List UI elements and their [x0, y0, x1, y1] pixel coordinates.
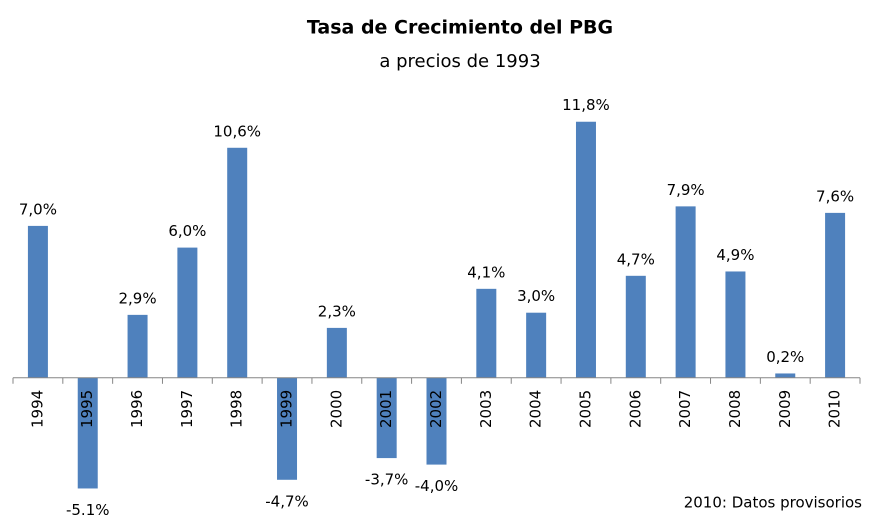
value-label: 0,2% [766, 348, 804, 366]
bar [575, 121, 596, 378]
bar [426, 377, 447, 465]
x-tick-label: 2006 [626, 390, 644, 428]
bar [227, 147, 248, 378]
x-tick-label: 1999 [278, 390, 296, 428]
bar [526, 312, 547, 378]
bar [775, 373, 796, 378]
value-label: 6,0% [168, 222, 206, 240]
bar [127, 314, 148, 378]
x-tick-label: 2001 [377, 390, 395, 428]
x-tick-label: 2000 [327, 390, 345, 428]
x-tick-label: 2008 [726, 390, 744, 428]
x-tick-label: 1995 [78, 390, 96, 428]
x-tick-label: 1997 [178, 390, 196, 428]
value-label: 11,8% [562, 96, 610, 114]
x-tick-label: 1994 [28, 390, 46, 428]
bar [476, 288, 497, 378]
bar [825, 212, 846, 378]
value-label: -3,7% [365, 471, 409, 489]
bar [277, 377, 298, 480]
value-label: 4,1% [467, 263, 505, 281]
bar [725, 271, 746, 378]
x-tick-label: 1998 [228, 390, 246, 428]
x-tick-label: 2007 [676, 390, 694, 428]
value-label: 7,9% [667, 181, 705, 199]
chart-subtitle: a precios de 1993 [379, 51, 540, 72]
value-label: 10,6% [213, 122, 261, 140]
bar [177, 247, 198, 378]
x-tick-label: 2005 [576, 390, 594, 428]
bar [326, 327, 347, 378]
annotation: 2010: Datos provisorios [684, 494, 862, 512]
value-label: 4,9% [716, 246, 754, 264]
value-label: 7,0% [19, 200, 57, 218]
value-label: 7,6% [816, 187, 854, 205]
x-tick-label: 2002 [427, 390, 445, 428]
value-label: 2,3% [318, 302, 356, 320]
bar [27, 225, 48, 378]
x-tick-label: 2010 [826, 390, 844, 428]
bar [625, 275, 646, 378]
value-label: 3,0% [517, 287, 555, 305]
x-tick-label: 2009 [776, 390, 794, 428]
x-tick-label: 2003 [477, 390, 495, 428]
x-tick-label: 1996 [128, 390, 146, 428]
value-label: -4,7% [265, 492, 309, 510]
value-label: 4,7% [617, 250, 655, 268]
value-label: -4,0% [415, 477, 459, 495]
value-label: -5.1% [66, 501, 110, 519]
bar [675, 206, 696, 378]
bar [376, 377, 397, 459]
value-label: 2,9% [119, 289, 157, 307]
chart-title: Tasa de Crecimiento del PBG [307, 17, 613, 39]
x-tick-label: 2004 [527, 390, 545, 428]
bar [77, 377, 98, 489]
